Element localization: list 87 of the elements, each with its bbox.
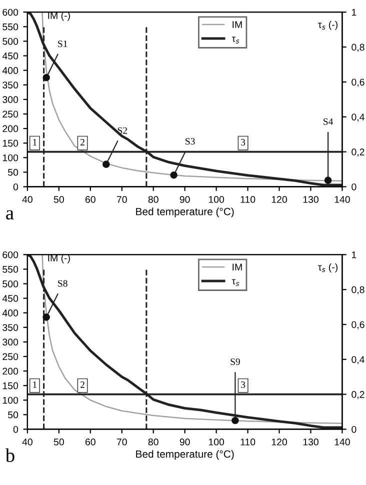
y-tick-label: 0 bbox=[13, 183, 18, 190]
y2-tick-label: 0,6 bbox=[352, 78, 364, 87]
y-tick-label: 600 bbox=[2, 251, 18, 258]
y2-tick-label: 0,6 bbox=[352, 321, 364, 330]
x-axis-title: Bed temperature (°C) bbox=[136, 450, 234, 460]
y-tick-label: 450 bbox=[2, 52, 18, 60]
x-tick-label: 140 bbox=[334, 196, 350, 203]
y-tick-label: 100 bbox=[2, 154, 18, 162]
y-tick-label: 450 bbox=[2, 295, 18, 302]
y-tick-label: 550 bbox=[2, 23, 18, 30]
annotation: 1 bbox=[33, 381, 37, 388]
x-tick-label: 60 bbox=[85, 196, 96, 203]
x-tick-label: 40 bbox=[22, 438, 32, 446]
x-tick-label: 130 bbox=[303, 438, 318, 446]
y-tick-label: 250 bbox=[2, 353, 18, 360]
annotation: 2 bbox=[80, 138, 84, 146]
x-tick-label: 140 bbox=[334, 438, 350, 446]
annotation: S9 bbox=[230, 358, 240, 366]
y2-tick-label: 0 bbox=[352, 426, 356, 433]
x-tick-label: 60 bbox=[85, 438, 96, 446]
x-tick-label: 90 bbox=[180, 438, 190, 446]
y2-tick-label: 1 bbox=[352, 251, 356, 258]
annotation: S4 bbox=[324, 118, 334, 125]
annotation: S8 bbox=[58, 280, 68, 287]
y2-tick-label: 0,2 bbox=[352, 148, 364, 157]
x-tick-label: 70 bbox=[116, 196, 127, 203]
text: b bbox=[5, 448, 14, 462]
annotation: 2 bbox=[80, 381, 84, 388]
y-axis-title: IM (-) bbox=[48, 254, 70, 264]
y-tick-label: 150 bbox=[2, 382, 18, 390]
y-tick-label: 0 bbox=[13, 426, 18, 433]
y-tick-label: 550 bbox=[2, 266, 18, 273]
x-tick-label: 50 bbox=[54, 196, 64, 203]
y-tick-label: 350 bbox=[2, 82, 18, 88]
y-tick-label: 150 bbox=[2, 140, 18, 147]
y2-tick-label: 0,4 bbox=[352, 356, 364, 364]
x-tick-label: 90 bbox=[180, 196, 190, 203]
y-tick-label: 250 bbox=[2, 110, 18, 118]
legend-label: IM bbox=[232, 21, 242, 28]
legend-label: τ$_{s}$ bbox=[232, 36, 240, 44]
y2-tick-label: 0 bbox=[352, 183, 356, 190]
x-tick-label: 80 bbox=[148, 196, 158, 203]
x-tick-label: 40 bbox=[22, 196, 32, 203]
y-tick-label: 400 bbox=[2, 310, 18, 316]
annotation: 3 bbox=[241, 138, 246, 146]
x-tick-label: 130 bbox=[303, 196, 318, 203]
y-tick-label: 500 bbox=[2, 38, 18, 45]
y-tick-label: 350 bbox=[2, 324, 18, 331]
point bbox=[102, 160, 110, 168]
x-tick-label: 50 bbox=[54, 438, 64, 446]
legend-label: τ$_{s}$ bbox=[232, 279, 240, 286]
annotation: 3 bbox=[241, 381, 246, 388]
x-tick-label: 100 bbox=[208, 438, 224, 446]
x-tick-label: 70 bbox=[116, 438, 127, 446]
y-tick-label: 500 bbox=[2, 280, 18, 288]
y-tick-label: 300 bbox=[2, 96, 18, 104]
x-tick-label: 110 bbox=[240, 196, 256, 203]
y-tick-label: 200 bbox=[2, 368, 18, 375]
x-tick-label: 120 bbox=[272, 438, 287, 446]
point bbox=[170, 171, 178, 179]
y-tick-label: 50 bbox=[8, 411, 18, 418]
annotation: S1 bbox=[58, 40, 68, 48]
x-tick-label: 100 bbox=[208, 196, 224, 203]
point bbox=[324, 176, 332, 184]
y2-axis-title: τ$_{s}$ (-) bbox=[318, 20, 338, 30]
text: a bbox=[6, 210, 14, 220]
x-tick-label: 120 bbox=[272, 196, 287, 203]
y2-tick-label: 0,8 bbox=[352, 44, 364, 52]
y-tick-label: 200 bbox=[2, 125, 18, 132]
y2-tick-label: 0,4 bbox=[352, 114, 364, 122]
y2-axis-title: τ$_{s}$ (-) bbox=[318, 263, 338, 272]
y-axis-title: IM (-) bbox=[48, 12, 70, 21]
legend-label: IM bbox=[232, 264, 242, 270]
y2-tick-label: 1 bbox=[352, 8, 356, 16]
y-tick-label: 400 bbox=[2, 67, 18, 74]
annotation: 1 bbox=[33, 138, 37, 146]
y-tick-label: 100 bbox=[2, 396, 18, 404]
point bbox=[42, 74, 50, 82]
y-tick-label: 50 bbox=[8, 168, 18, 176]
y2-tick-label: 0,2 bbox=[352, 391, 364, 400]
annotation: S3 bbox=[186, 138, 195, 145]
y2-tick-label: 0,8 bbox=[352, 286, 364, 294]
y-tick-label: 600 bbox=[2, 8, 18, 16]
x-axis-title: Bed temperature (°C) bbox=[136, 208, 234, 218]
x-tick-label: 80 bbox=[148, 438, 158, 446]
y-tick-label: 300 bbox=[2, 338, 18, 346]
x-tick-label: 110 bbox=[240, 438, 256, 446]
